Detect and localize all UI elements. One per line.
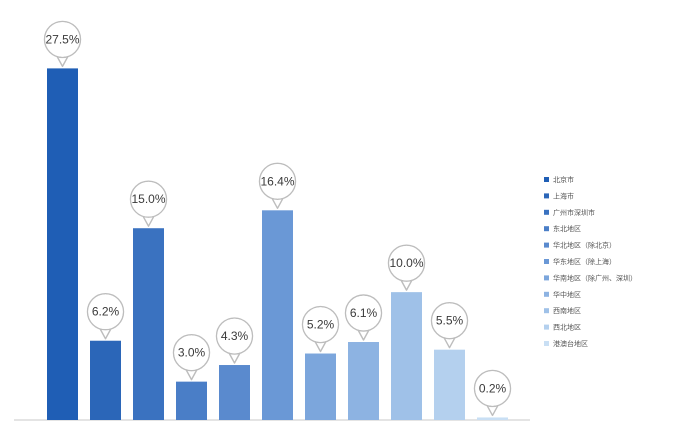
bar-10: [434, 349, 465, 420]
legend-item-5: 华北地区（除北京）: [544, 241, 616, 250]
legend-item-9: 西南地区: [544, 306, 581, 315]
legend-swatch: [544, 193, 549, 199]
bar-6: [262, 210, 293, 420]
bar-1: [47, 68, 78, 421]
value-label-10: 5.5%: [430, 301, 469, 349]
value-label-1: 27.5%: [43, 20, 82, 68]
legend-item-6: 华东地区（除上海）: [544, 257, 616, 266]
value-label-2: 6.2%: [86, 293, 125, 340]
legend-label: 华中地区: [553, 290, 581, 299]
legend-swatch: [544, 341, 549, 346]
value-label-8: 6.1%: [344, 294, 383, 341]
legend-item-3: 广州市深圳市: [544, 208, 595, 217]
legend-label: 东北地区: [553, 224, 581, 233]
value-label-7: 5.2%: [301, 305, 340, 353]
value-bubble-pointer: [399, 278, 414, 291]
value-bubble-pointer: [141, 214, 156, 227]
bar-3: [133, 228, 164, 420]
legend-item-2: 上海市: [544, 191, 574, 200]
value-label-text: 16.4%: [260, 174, 294, 188]
value-label-text: 15.0%: [131, 192, 165, 206]
legend-item-11: 港澳台地区: [544, 339, 588, 348]
legend-swatch: [544, 177, 549, 182]
legend-label: 西南地区: [553, 306, 581, 315]
value-bubble-pointer: [227, 351, 242, 364]
legend-swatch: [544, 308, 549, 314]
bar-9: [391, 292, 422, 420]
value-bubble-pointer: [313, 340, 328, 353]
legend-swatch: [544, 259, 549, 264]
legend-label: 北京市: [553, 175, 574, 184]
bar-4: [176, 381, 207, 420]
value-bubble-pointer: [270, 196, 285, 210]
value-label-4: 3.0%: [172, 333, 211, 381]
value-label-text: 10.0%: [389, 256, 423, 270]
value-label-text: 0.2%: [479, 381, 507, 395]
bar-2: [90, 340, 121, 420]
bar-5: [219, 365, 250, 420]
legend-swatch: [544, 242, 549, 248]
value-label-6: 16.4%: [258, 162, 297, 210]
legend-item-10: 西北地区: [544, 323, 581, 332]
legend-swatch: [544, 226, 549, 232]
legend-item-1: 北京市: [544, 175, 574, 184]
value-label-5: 4.3%: [215, 317, 254, 364]
value-label-text: 27.5%: [45, 32, 79, 46]
value-labels-group: 27.5% 6.2% 15.0% 3.0% 4.3% 16.4% 5.2% 6.1% 10.0%…: [43, 20, 512, 417]
value-label-11: 0.2%: [473, 369, 512, 417]
legend-swatch: [544, 275, 549, 281]
value-bubble-pointer: [356, 328, 371, 341]
value-bubble-pointer: [98, 327, 113, 340]
legend-label: 华东地区（除上海）: [553, 257, 616, 266]
legend-label: 广州市深圳市: [553, 208, 595, 217]
value-label-text: 3.0%: [178, 346, 206, 360]
value-bubble-pointer: [184, 368, 199, 381]
value-label-text: 6.1%: [350, 306, 378, 320]
legend-label: 港澳台地区: [553, 339, 588, 348]
bar-11: [477, 417, 508, 420]
legend-item-4: 东北地区: [544, 224, 581, 233]
legend-item-7: 华南地区（除广州、深圳）: [544, 273, 637, 282]
legend-label: 上海市: [553, 191, 574, 200]
legend-label: 华北地区（除北京）: [553, 241, 616, 250]
value-label-text: 4.3%: [221, 329, 249, 343]
value-label-text: 5.5%: [436, 314, 464, 328]
legend-swatch: [544, 324, 549, 330]
value-label-text: 6.2%: [92, 305, 120, 319]
legend-item-8: 华中地区: [544, 290, 581, 299]
value-label-text: 5.2%: [307, 318, 335, 332]
value-label-9: 10.0%: [387, 244, 426, 291]
legend-label: 华南地区（除广州、深圳）: [553, 273, 637, 282]
legend-swatch: [544, 291, 549, 297]
value-bubble-pointer: [442, 336, 457, 349]
bar-8: [348, 342, 379, 420]
bars-group: [47, 68, 508, 421]
bar-7: [305, 353, 336, 420]
value-bubble-pointer: [485, 404, 500, 417]
value-label-3: 15.0%: [129, 180, 168, 227]
legend-label: 西北地区: [553, 323, 581, 332]
value-bubble-pointer: [55, 55, 70, 68]
legend-swatch: [544, 209, 549, 215]
